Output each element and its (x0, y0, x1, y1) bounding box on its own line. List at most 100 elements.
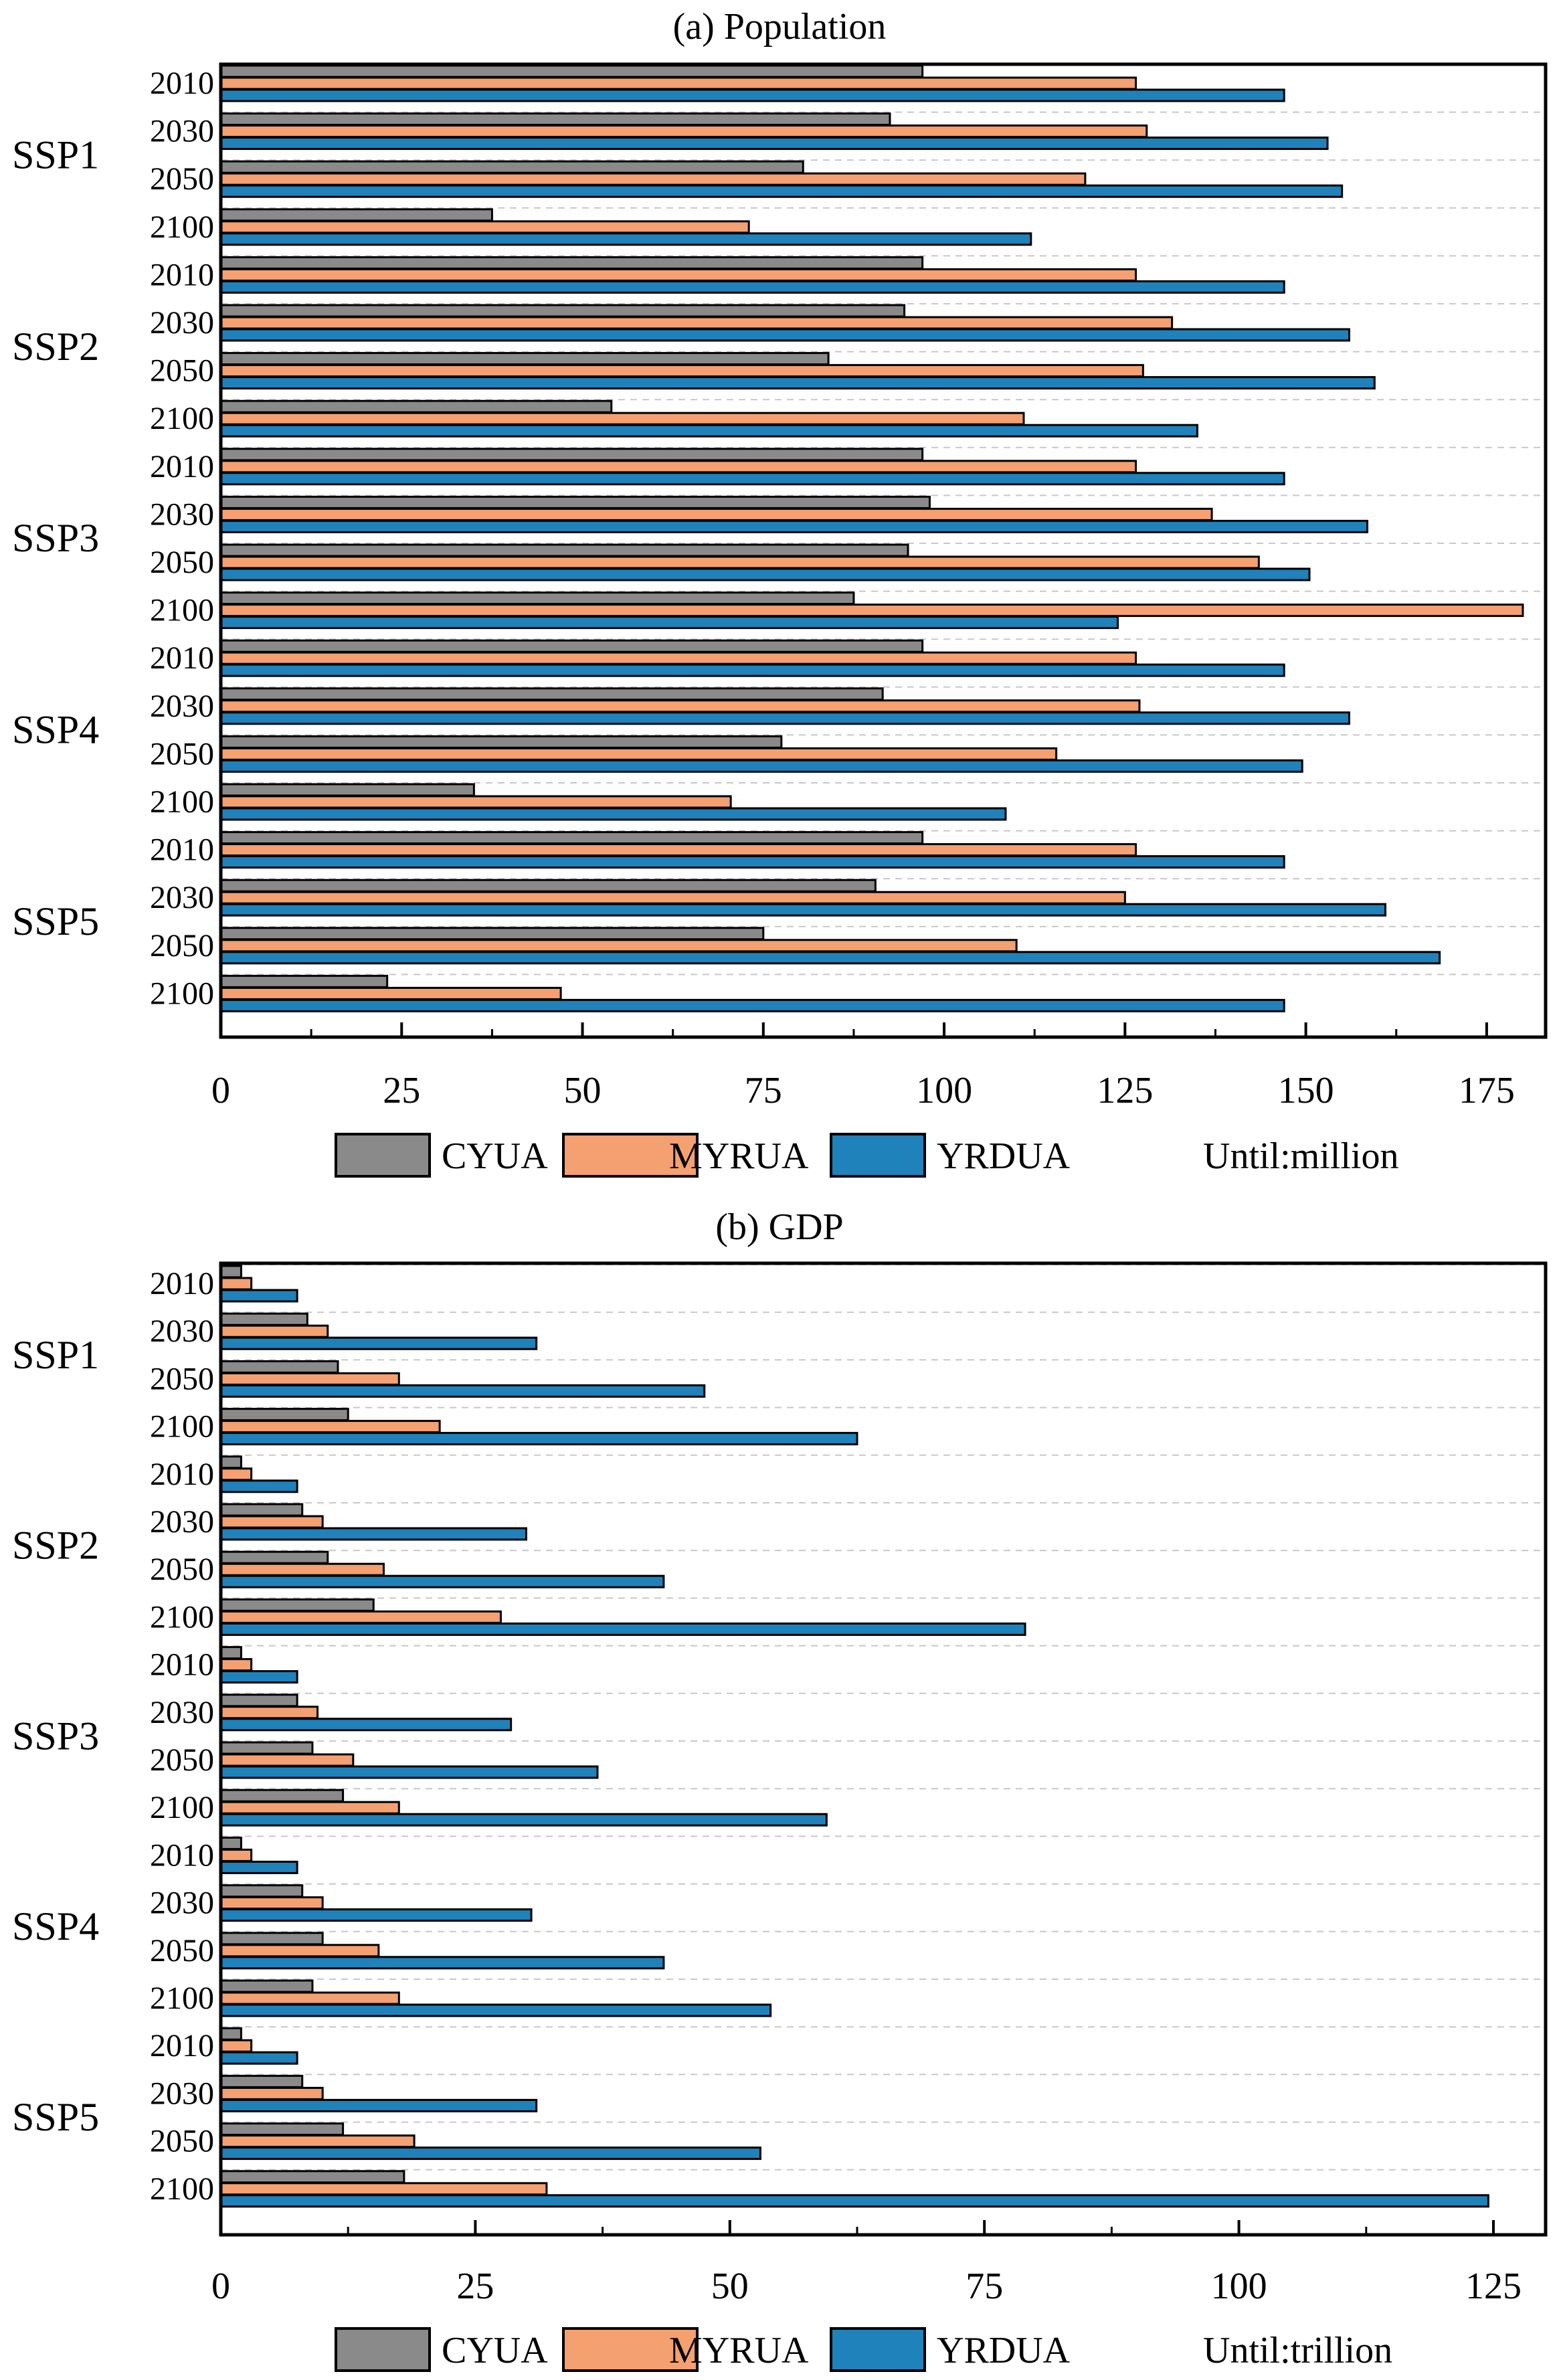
bar-cyua (219, 831, 924, 845)
scenario-label: SSP2 (12, 1524, 99, 1568)
bar-cyua (219, 2074, 304, 2088)
bar-yrdua (219, 1622, 1026, 1636)
bar-myrua (219, 2086, 324, 2100)
bar-yrdua (219, 998, 1285, 1012)
scenario-label: SSP2 (12, 325, 99, 369)
bar-myrua (219, 1991, 400, 2005)
year-label: 2050 (150, 161, 214, 197)
bar-myrua (219, 986, 562, 1000)
bar-myrua (219, 1801, 400, 1815)
population-legend: CYUA MYRUA YRDUA Until:million (335, 1133, 1398, 1178)
bar-yrdua (219, 519, 1369, 533)
year-label: 2010 (150, 2028, 214, 2064)
scenario-label: SSP4 (12, 1904, 99, 1948)
bar-myrua (219, 1896, 324, 1910)
year-label: 2010 (150, 1837, 214, 1873)
bar-myrua (219, 220, 750, 234)
bar-myrua (219, 1372, 400, 1386)
bar-cyua (219, 1741, 314, 1755)
year-label: 2100 (150, 401, 214, 436)
bar-cyua (219, 1550, 329, 1564)
bar-cyua (219, 1646, 242, 1660)
gdp-legend: CYUA MYRUA YRDUA Until:trillion (335, 2327, 1392, 2372)
bar-cyua (219, 2122, 345, 2136)
year-label: 2100 (150, 209, 214, 245)
bar-yrdua (219, 2098, 538, 2112)
bar-yrdua (219, 807, 1007, 821)
legend-swatch-yrdua (830, 1133, 926, 1178)
bar-yrdua (219, 951, 1441, 965)
bar-myrua (219, 507, 1213, 521)
bar-myrua (219, 1706, 319, 1720)
gdp-year-labels: 2010 2030 2050 2100 2010 2030 2050 2100 2010 2030… (150, 1266, 214, 2207)
bar-yrdua (219, 424, 1198, 438)
year-label: 2030 (150, 114, 214, 149)
bar-yrdua (219, 1432, 858, 1446)
bar-cyua (219, 1979, 314, 1993)
x-tick-label: 25 (383, 1070, 420, 1111)
bar-myrua (219, 1324, 329, 1338)
legend-label-cyua: CYUA (442, 1135, 548, 1177)
bar-myrua (219, 1753, 355, 1767)
bar-yrdua (219, 1813, 828, 1827)
year-label: 2030 (150, 1504, 214, 1540)
year-label: 2010 (150, 1266, 214, 1301)
year-label: 2010 (150, 1457, 214, 1492)
bar-yrdua (219, 1527, 527, 1541)
x-tick-label: 125 (1465, 2266, 1522, 2307)
bar-yrdua (219, 88, 1285, 102)
bar-yrdua (219, 136, 1329, 151)
x-tick-label: 0 (211, 2266, 230, 2307)
year-label: 2100 (150, 593, 214, 628)
x-tick-label: 75 (966, 2266, 1003, 2307)
legend-swatch-cyua (335, 1133, 431, 1178)
bar-myrua (219, 411, 1025, 426)
year-label: 2030 (150, 880, 214, 915)
year-label: 2050 (150, 1361, 214, 1396)
gdp-x-tick-labels: 0 25 50 75 100 125 (211, 2266, 1522, 2307)
bar-cyua (219, 591, 855, 606)
bar-cyua (219, 974, 389, 988)
population-bars (219, 64, 1524, 1012)
bar-yrdua (219, 903, 1387, 917)
bar-yrdua (219, 280, 1285, 294)
x-tick-label: 25 (456, 2266, 494, 2307)
year-label: 2050 (150, 736, 214, 771)
bar-myrua (219, 699, 1141, 713)
bar-yrdua (219, 1860, 298, 1874)
bar-yrdua (219, 2146, 761, 2161)
year-label: 2050 (150, 1933, 214, 1969)
bar-yrdua (219, 567, 1311, 581)
bar-cyua (219, 1694, 298, 1708)
year-label: 2030 (150, 689, 214, 724)
bar-cyua (219, 304, 906, 318)
year-label: 2030 (150, 1886, 214, 1921)
population-x-tick-labels: 0 25 50 75 100 125 150 175 (211, 1070, 1515, 1111)
bar-myrua (219, 76, 1137, 90)
bar-cyua (219, 927, 765, 941)
bar-yrdua (219, 184, 1344, 198)
bar-cyua (219, 1503, 304, 1517)
year-label: 2100 (150, 1790, 214, 1825)
legend-swatch-myrua (562, 2327, 699, 2372)
bar-myrua (219, 2134, 416, 2148)
gdp-chart-title: (b) GDP (715, 1206, 843, 1248)
bar-yrdua (219, 759, 1303, 773)
legend-label-cyua: CYUA (442, 2330, 548, 2371)
bar-yrdua (219, 232, 1032, 246)
bar-cyua (219, 495, 931, 509)
bar-myrua (219, 2039, 253, 2053)
year-label: 2030 (150, 305, 214, 341)
bar-cyua (219, 2027, 242, 2041)
bar-yrdua (219, 1479, 298, 1493)
year-label: 2050 (150, 545, 214, 580)
year-label: 2100 (150, 2171, 214, 2207)
gdp-gridlines (221, 1264, 1546, 2171)
year-label: 2100 (150, 976, 214, 1011)
bar-cyua (219, 783, 475, 797)
bar-myrua (219, 604, 1524, 618)
bar-yrdua (219, 1956, 665, 1970)
legend-label-myrua: MYRUA (669, 1135, 809, 1177)
year-label: 2010 (150, 640, 214, 676)
